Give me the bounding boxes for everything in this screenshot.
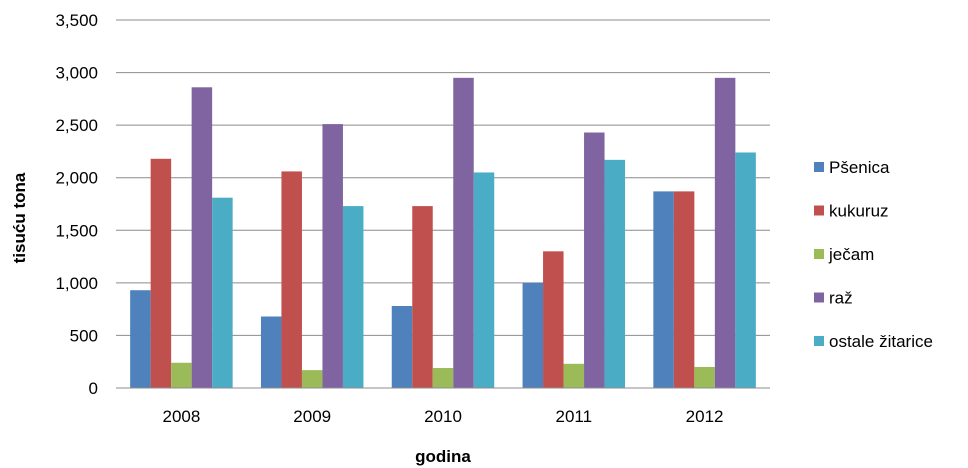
legend-label: kukuruz	[829, 202, 889, 221]
y-tick-label: 3,500	[55, 11, 98, 30]
x-tick-label: 2009	[293, 407, 331, 426]
bar	[673, 191, 695, 388]
bar	[171, 362, 192, 388]
bar	[150, 158, 172, 388]
legend-label: ostale žitarice	[829, 332, 933, 351]
bar	[342, 206, 364, 388]
y-tick-label: 3,000	[55, 64, 98, 83]
y-tick-label: 1,000	[55, 274, 98, 293]
bar	[391, 305, 413, 388]
x-tick-label: 2010	[424, 407, 462, 426]
x-tick-label: 2012	[686, 407, 724, 426]
bar	[412, 206, 433, 388]
y-tick-label: 2,500	[55, 116, 98, 135]
bar	[653, 191, 674, 388]
bar	[130, 290, 151, 388]
legend-label: ječam	[828, 245, 874, 264]
bar	[584, 132, 605, 388]
bars	[130, 77, 756, 388]
bar	[453, 77, 474, 388]
legend-swatch	[814, 249, 824, 259]
bar	[735, 152, 756, 388]
bar	[191, 87, 213, 388]
y-tick-label: 0	[89, 379, 98, 398]
legend-label: raž	[829, 289, 853, 308]
bar	[694, 366, 715, 388]
bar	[543, 251, 564, 388]
x-tick-label: 2008	[162, 407, 200, 426]
legend-swatch	[814, 162, 824, 172]
bar	[522, 282, 544, 388]
legend-swatch	[814, 205, 824, 216]
legend-swatch	[814, 292, 824, 303]
bar	[432, 368, 454, 388]
bar	[212, 197, 233, 388]
x-tick-label: 2011	[556, 407, 593, 426]
x-axis-label: godina	[415, 447, 471, 466]
bar	[604, 159, 626, 388]
legend: Pšenica kukuruz ječam raž ostale žitarice	[814, 158, 933, 351]
bar	[322, 124, 343, 388]
bar	[473, 172, 495, 388]
x-axis-ticks: 2008 2009 2010 2011 2012	[162, 407, 723, 426]
y-axis-ticks: 0 500 1,000 1,500 2,000 2,500 3,000 3,500	[55, 11, 98, 398]
bar	[281, 171, 302, 388]
y-tick-label: 1,500	[55, 221, 98, 240]
y-tick-label: 2,000	[55, 169, 98, 188]
y-axis-label: tisuću tona	[10, 172, 29, 263]
legend-label: Pšenica	[829, 158, 890, 177]
bar	[260, 316, 282, 388]
y-tick-label: 500	[70, 326, 98, 345]
bar	[714, 77, 736, 388]
legend-swatch	[814, 336, 824, 346]
bar	[563, 363, 585, 388]
bar	[301, 370, 323, 388]
